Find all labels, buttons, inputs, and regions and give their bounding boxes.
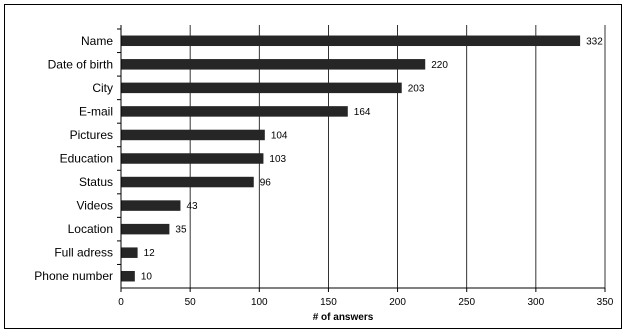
bar [121,153,264,164]
category-label: Location [68,222,113,236]
category-label: E-mail [79,104,113,118]
value-label: 220 [431,60,448,71]
bars [121,35,581,282]
bar-chart: Name Date of birth City E-mail Pictures Educa… [34,25,614,323]
category-label: Videos [77,199,113,213]
category-label: Name [81,34,113,48]
value-label: 96 [260,178,272,189]
category-label: Education [60,152,113,166]
x-tick-label: 150 [320,297,337,308]
value-labels: 332 220 203 164 104 103 96 43 35 12 10 [141,36,603,282]
bar [121,35,581,47]
x-tick-label: 50 [185,297,197,308]
x-tick-label: 100 [251,297,268,308]
bar [121,200,181,211]
bar [121,129,265,141]
bar [121,176,254,188]
x-tick-label: 0 [118,297,124,308]
category-label: Full adress [54,246,113,260]
category-label: Phone number [34,269,113,283]
value-label: 203 [408,83,425,94]
bar [121,106,348,117]
value-label: 10 [141,272,153,283]
bar [121,82,402,94]
category-label: Date of birth [48,57,113,71]
value-label: 104 [271,130,288,141]
bar [121,59,426,70]
x-tick-label: 300 [528,297,545,308]
category-label: Pictures [70,128,113,142]
bar [121,270,135,282]
bar [121,247,138,258]
value-label: 12 [144,248,156,259]
value-label: 43 [186,201,198,212]
value-label: 164 [354,107,371,118]
category-label: City [92,81,113,95]
axes [120,25,605,289]
value-label: 332 [586,36,603,47]
bar [121,223,170,235]
category-labels: Name Date of birth City E-mail Pictures Educa… [34,28,121,283]
value-label: 103 [269,154,286,165]
x-axis-label: # of answers [313,312,374,323]
value-label: 35 [175,225,187,236]
x-tick-label: 350 [597,297,614,308]
chart-frame: Name Date of birth City E-mail Pictures Educa… [4,4,622,329]
x-tick-label: 250 [458,297,475,308]
x-tick-label: 200 [389,297,406,308]
category-label: Status [79,175,113,189]
x-tick-labels: 0 50 100 150 200 250 300 350 [118,288,614,308]
